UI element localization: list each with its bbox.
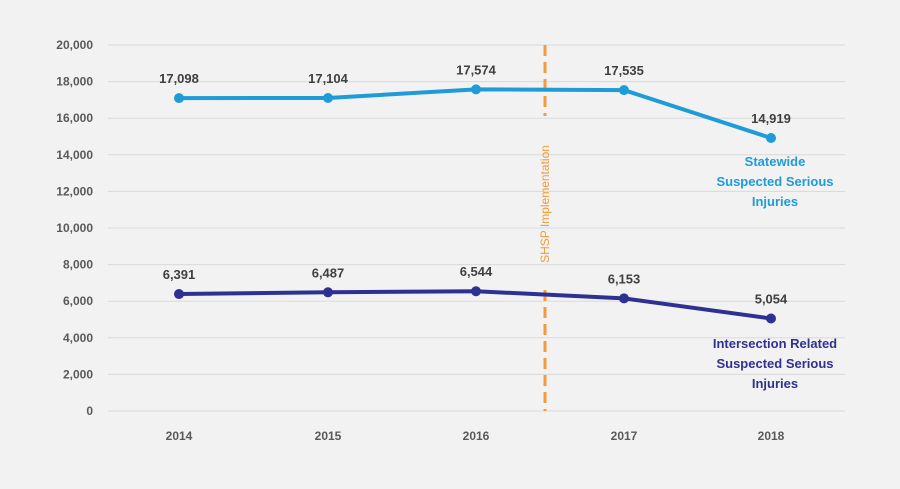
y-tick-label: 14,000 [56, 148, 93, 162]
annotations: SHSP Implementation [538, 45, 552, 411]
series-label: Injuries [752, 194, 798, 209]
y-tick-label: 20,000 [56, 38, 93, 52]
x-tick-label: 2016 [463, 429, 490, 443]
data-label: 6,487 [312, 265, 345, 280]
data-point [323, 92, 333, 103]
data-label: 14,919 [751, 111, 791, 126]
data-label: 6,153 [608, 271, 641, 286]
series-line [178, 87, 772, 140]
y-tick-label: 6,000 [63, 294, 93, 308]
y-tick-label: 4,000 [63, 331, 93, 345]
y-tick-label: 0 [86, 404, 93, 418]
data-point [766, 313, 776, 324]
series-label: Injuries [752, 376, 798, 391]
data-point [619, 85, 629, 96]
y-tick-label: 8,000 [63, 258, 93, 272]
x-tick-label: 2014 [166, 429, 193, 443]
data-label: 17,104 [308, 71, 349, 86]
series-label: Suspected Serious [716, 356, 833, 371]
y-tick-label: 18,000 [56, 75, 93, 89]
data-label: 6,544 [460, 264, 493, 279]
y-tick-label: 10,000 [56, 221, 93, 235]
series-label: Intersection Related [713, 336, 837, 351]
series-group: 17,098 17,104 17,574 17,535 14,919 Statewide S… [159, 62, 837, 391]
y-axis: 0 2,000 4,000 6,000 8,000 10,000 12,000 14,000 1… [56, 38, 93, 418]
shsp-label: SHSP Implementation [538, 145, 552, 263]
x-tick-label: 2017 [611, 429, 638, 443]
gridlines [108, 44, 845, 412]
data-label: 17,098 [159, 71, 199, 86]
series-label: Suspected Serious [716, 174, 833, 189]
x-tick-label: 2018 [758, 429, 785, 443]
data-label: 6,391 [163, 267, 196, 282]
data-point [471, 286, 481, 297]
data-point [619, 293, 629, 304]
data-label: 5,054 [755, 292, 788, 307]
data-label: 17,535 [604, 63, 644, 78]
y-tick-label: 16,000 [56, 111, 93, 125]
y-tick-label: 2,000 [63, 367, 93, 381]
y-tick-label: 12,000 [56, 184, 93, 198]
x-tick-label: 2015 [315, 429, 342, 443]
data-point [174, 289, 184, 300]
x-axis: 2014 2015 2016 2017 2018 [166, 429, 785, 443]
data-label: 17,574 [456, 62, 497, 77]
data-point [766, 132, 776, 143]
data-point [471, 84, 481, 95]
data-point [174, 93, 184, 104]
series-label: Statewide [745, 154, 806, 169]
data-point [323, 287, 333, 298]
